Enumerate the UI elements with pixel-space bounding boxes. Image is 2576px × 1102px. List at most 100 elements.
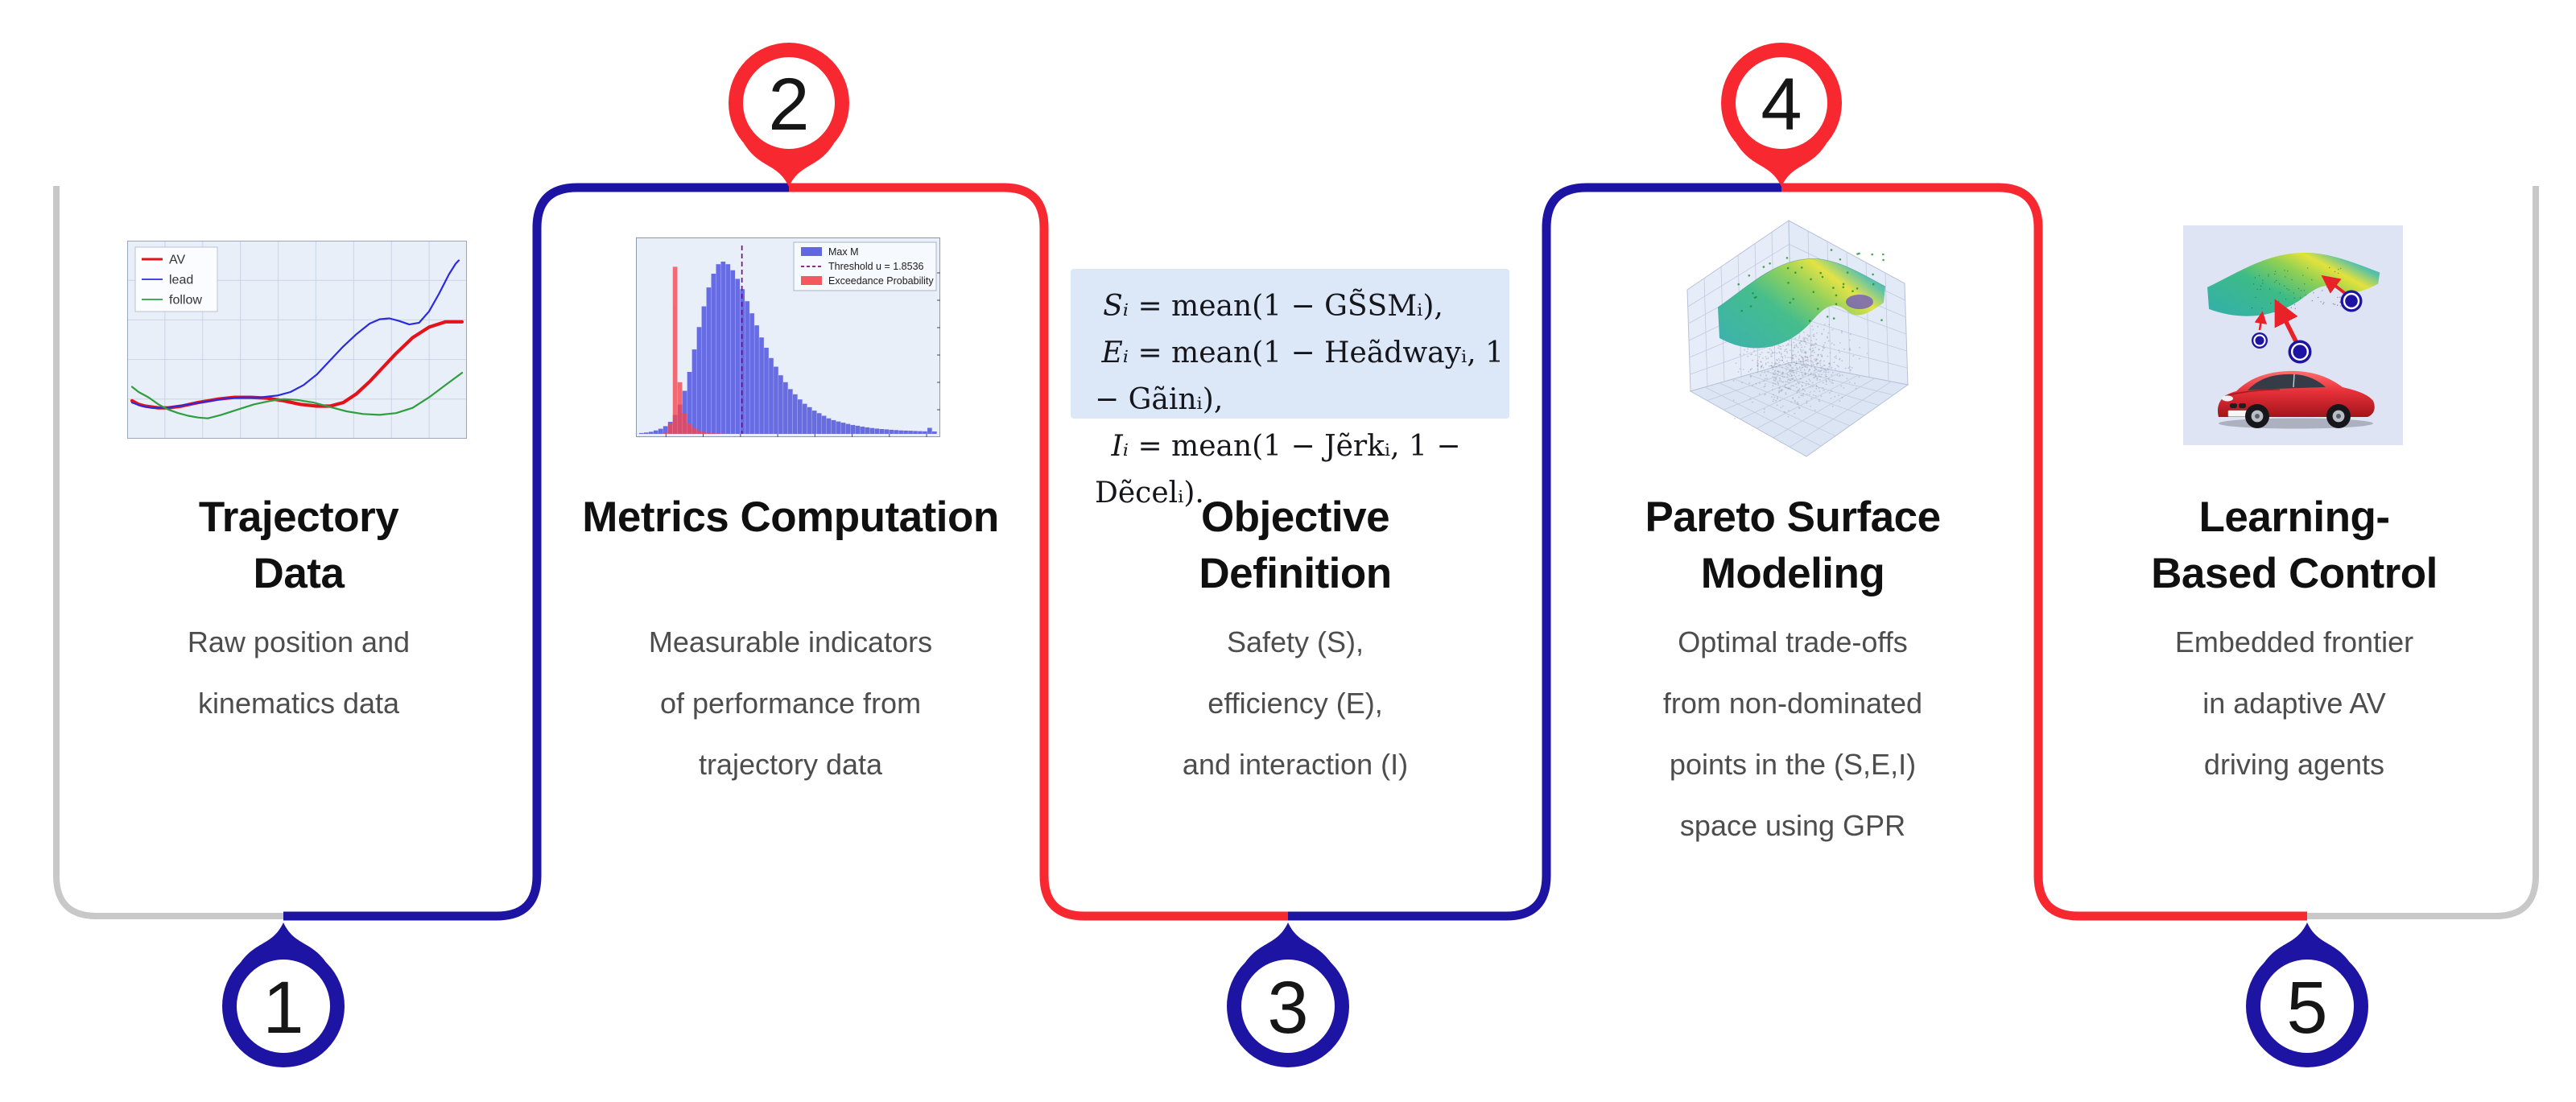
embedding-arrow-right	[2321, 274, 2347, 295]
step-marker-1: 1	[222, 922, 345, 1067]
car-wheel-rear	[2326, 404, 2351, 428]
timeline-segment-navy-1	[283, 183, 789, 921]
title-line: Pareto Surface	[1645, 493, 1941, 541]
title-line: Learning-	[2198, 493, 2390, 541]
series-lead	[130, 259, 460, 409]
desc-line: and interaction (I)	[1182, 748, 1409, 781]
timeline-segment-red-2	[1781, 183, 2307, 921]
step-desc-2: Measurable indicators of performance fro…	[533, 612, 1048, 795]
step-title-2: Metrics Computation	[541, 489, 1040, 546]
surface-dip-shading	[1846, 295, 1873, 309]
timeline-segment-navy-2	[1288, 183, 1781, 921]
svg-text:Threshold u = 1.8536: Threshold u = 1.8536	[828, 261, 924, 272]
marker-face	[237, 960, 330, 1053]
car-illustration	[2217, 370, 2375, 429]
surface-speckles	[2251, 266, 2343, 310]
marker-number: 5	[2286, 967, 2327, 1049]
chart-legend: AV lead follow	[134, 246, 218, 312]
embedding-arrow-small	[2254, 311, 2268, 331]
title-line: Data	[253, 550, 345, 597]
axis-ticks	[665, 272, 940, 437]
equation-lhs: Sᵢ	[1103, 290, 1129, 323]
car-grille	[2230, 403, 2237, 408]
step-title-1: Trajectory Data	[49, 489, 548, 602]
step-title-3: Objective Definition	[1046, 489, 1545, 602]
title-line: Metrics Computation	[582, 493, 999, 541]
pareto-surface-sheet	[1718, 258, 1885, 349]
series-follow	[130, 372, 464, 419]
desc-line: Raw position and	[187, 625, 411, 658]
timeline-segment-gray-right	[2307, 186, 2539, 919]
step-marker-4: 4	[1721, 43, 1842, 187]
svg-text:AV: AV	[169, 254, 185, 267]
marker-number: 3	[1267, 967, 1308, 1049]
equation-rhs: = mean(1 − Heãdwayᵢ, 1 − Gãinᵢ),	[1095, 336, 1504, 416]
equation-rhs: = mean(1 − GS̃SMᵢ),	[1129, 290, 1443, 323]
step-desc-5: Embedded frontier in adaptive AV driving…	[2037, 612, 2552, 795]
title-line: Objective	[1200, 493, 1390, 541]
step-title-4: Pareto Surface Modeling	[1543, 489, 2042, 602]
car-wheel-front	[2245, 404, 2269, 428]
desc-line: from non-dominated	[1662, 687, 1923, 720]
desc-line: efficiency (E),	[1208, 687, 1383, 720]
equation-line: Iᵢ = mean(1 − Jẽrkᵢ, 1 − Dẽcelᵢ).	[1095, 423, 1509, 517]
step-marker-2: 2	[729, 43, 849, 187]
step-desc-4: Optimal trade-offs from non-dominated po…	[1535, 612, 2050, 856]
step-desc-1: Raw position and kinematics data	[41, 612, 556, 734]
title-line: Based Control	[2151, 550, 2438, 597]
desc-line: Measurable indicators	[648, 625, 933, 658]
desc-line: trajectory data	[698, 748, 883, 781]
marker-number: 1	[262, 967, 303, 1049]
timeline-segment-gray-left	[53, 186, 283, 919]
desc-line: points in the (S,E,I)	[1669, 748, 1917, 781]
chart-grid	[128, 241, 466, 438]
control-illustration	[2183, 225, 2403, 445]
desc-line: in adaptive AV	[2202, 687, 2386, 720]
exceedance-bars	[663, 266, 726, 434]
svg-text:lead: lead	[169, 274, 193, 287]
histogram-chart: Max M Threshold u = 1.8536 Exceedance Prob…	[636, 237, 940, 437]
car-headlight	[2222, 395, 2233, 402]
chart-legend: Max M Threshold u = 1.8536 Exceedance Prob…	[793, 241, 937, 291]
car-license-plate	[2227, 410, 2248, 417]
marker-number: 4	[1761, 64, 1802, 146]
car-windows	[2248, 374, 2326, 390]
trajectory-chart: AV lead follow	[127, 241, 467, 439]
desc-line: driving agents	[2203, 748, 2385, 781]
title-line: Modeling	[1700, 550, 1885, 597]
marker-number: 2	[768, 64, 809, 146]
surface-edge	[1717, 258, 1886, 308]
title-line: Definition	[1199, 550, 1392, 597]
pareto-points	[1737, 249, 1885, 322]
embedding-arrow-large	[2274, 299, 2298, 343]
marker-face	[1241, 960, 1335, 1053]
marker-face	[743, 57, 835, 149]
frontier-surface	[2207, 252, 2380, 316]
marker-face	[2260, 960, 2354, 1053]
equation-line: Sᵢ = mean(1 − GS̃SMᵢ),	[1095, 283, 1509, 330]
policy-node-small	[2252, 332, 2268, 349]
desc-line: Embedded frontier	[2174, 625, 2414, 658]
desc-line: Optimal trade-offs	[1678, 625, 1908, 658]
desc-line: of performance from	[659, 687, 922, 720]
desc-line: kinematics data	[197, 687, 400, 720]
step-desc-3: Safety (S), efficiency (E), and interact…	[1038, 612, 1553, 795]
histogram-bars	[639, 262, 937, 434]
timeline-segment-red-1	[789, 183, 1288, 921]
desc-line: Safety (S),	[1226, 625, 1364, 658]
equations-box: Sᵢ = mean(1 − GS̃SMᵢ), Eᵢ = mean(1 − Hea…	[1071, 269, 1509, 510]
equation-line: Eᵢ = mean(1 − Heãdwayᵢ, 1 − Gãinᵢ),	[1095, 330, 1509, 423]
equation-rhs: = mean(1 − Jẽrkᵢ, 1 − Dẽcelᵢ).	[1095, 430, 1461, 510]
pareto-surface-plot	[1686, 220, 1909, 457]
step-title-5: Learning- Based Control	[2045, 489, 2544, 602]
equation-lhs: Eᵢ	[1101, 336, 1129, 369]
car-hood-line	[2224, 389, 2281, 397]
desc-line: space using GPR	[1679, 809, 1906, 842]
car-grille	[2239, 403, 2246, 408]
marker-face	[1736, 57, 1827, 149]
step-marker-3: 3	[1227, 922, 1349, 1067]
policy-node-large	[2288, 340, 2312, 364]
car-window-divider	[2293, 374, 2295, 388]
svg-text:follow: follow	[169, 294, 202, 307]
